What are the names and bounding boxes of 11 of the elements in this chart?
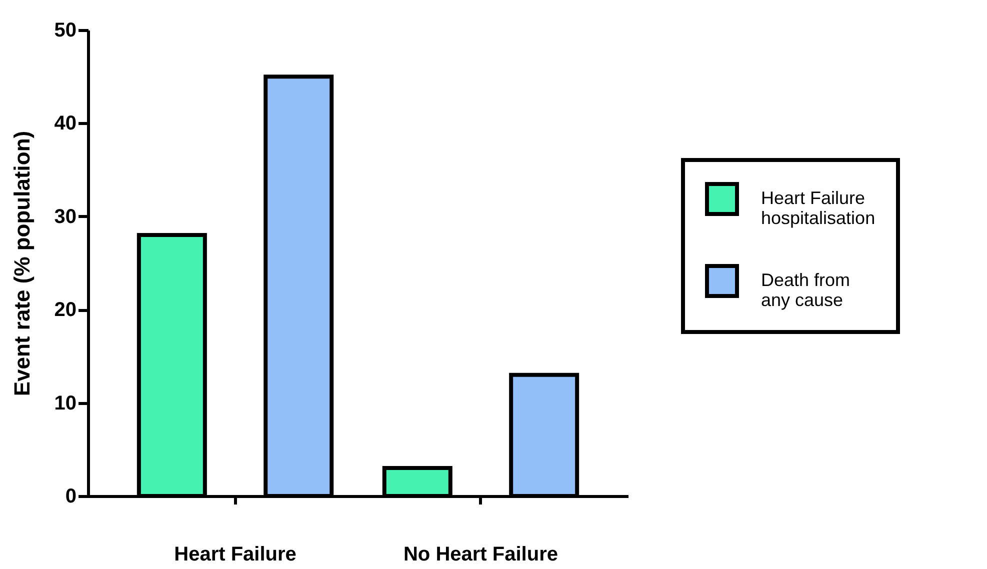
legend-label: Heart Failure hospitalisation — [761, 188, 876, 228]
y-tick-label: 40 — [54, 112, 76, 135]
y-tick-label: 50 — [54, 20, 76, 42]
y-axis-title: Event rate (% population) — [9, 130, 34, 396]
legend-label: Death from any cause — [761, 270, 850, 310]
y-tick-label: 20 — [54, 299, 76, 322]
y-tick-label: 30 — [54, 206, 76, 228]
y-tick-label: 10 — [54, 392, 76, 414]
x-tick-label: No Heart Failure — [403, 544, 558, 566]
y-tick-label: 0 — [65, 486, 76, 508]
x-tick-label: Heart Failure — [174, 544, 296, 566]
